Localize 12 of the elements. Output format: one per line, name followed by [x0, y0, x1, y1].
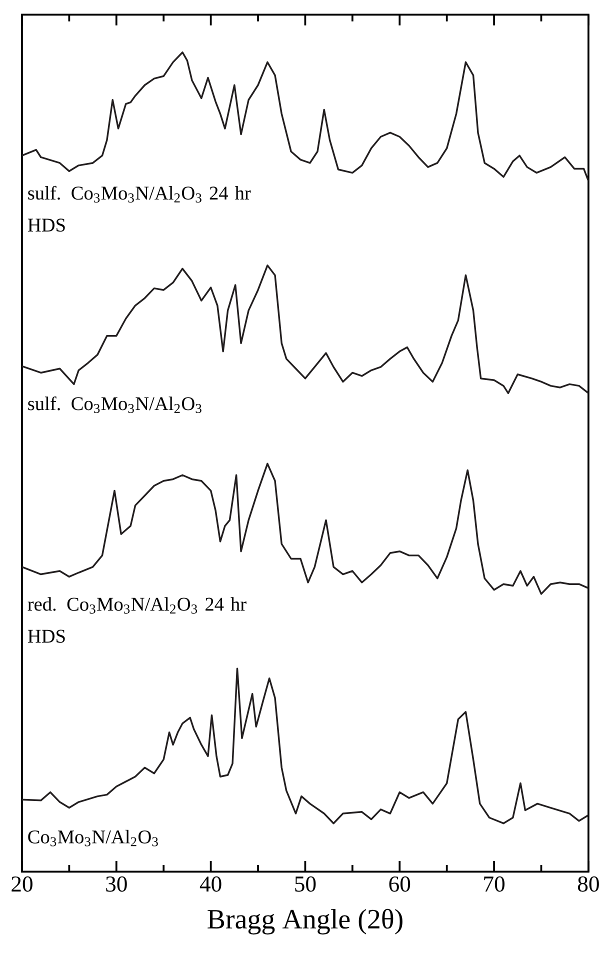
x-tick-label: 70 — [484, 876, 505, 892]
x-tick-label: 60 — [389, 876, 410, 892]
x-tick-label: 20 — [12, 876, 33, 892]
x-tick-label: 50 — [295, 876, 316, 892]
text: red. Co$_{3}$Mo$_{3}$N/Al$_{2}$O$_{3}$ 24 hr HDS — [28, 597, 247, 643]
x-axis-title: Bragg Angle (2θ) — [208, 908, 403, 934]
x-tick-label: 40 — [200, 876, 222, 892]
text: sulf. Co$_{3}$Mo$_{3}$N/Al$_{2}$O$_{3}$ 24 hr HDS — [28, 186, 251, 232]
series-label: Co$_{3}$Mo$_{3}$N/Al$_{2}$O$_{3}$ — [28, 830, 158, 846]
x-tick-label: 30 — [106, 876, 127, 892]
x-tick-label: 80 — [578, 876, 600, 892]
series-label: sulf. Co$_{3}$Mo$_{3}$N/Al$_{2}$O$_{3}$ — [28, 396, 202, 414]
